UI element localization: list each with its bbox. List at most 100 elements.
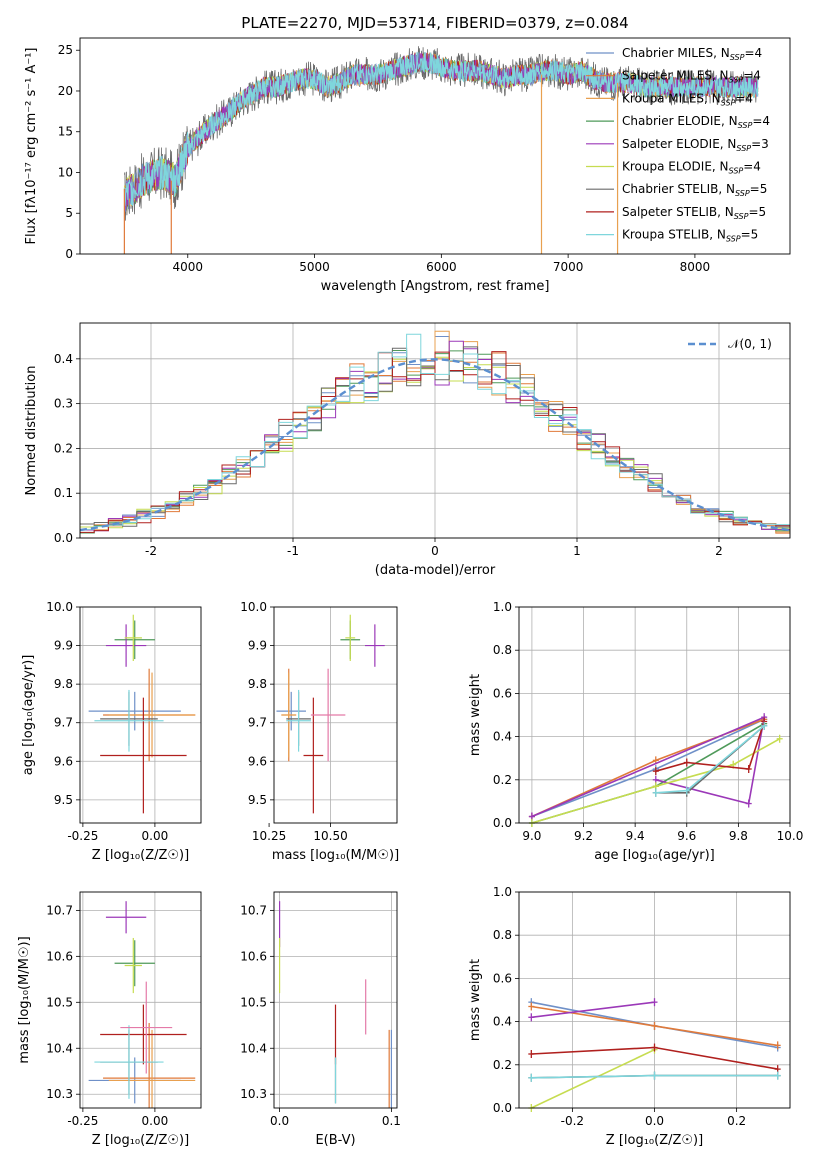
series-line [655,725,765,794]
series-line [530,1048,655,1108]
y-tick-label: 1.0 [493,600,512,614]
x-tick-label: 0.0 [645,1114,664,1128]
y-tick-label: 10.7 [46,903,73,917]
y-tick-label: 0.0 [493,816,512,830]
legend-entry: Salpeter MILES, NSSP=4 [622,69,761,85]
legend-entry: Chabrier MILES, NSSP=4 [622,46,762,62]
legend-subscript: SSP [738,121,753,130]
x-tick-label: 2 [715,544,723,558]
y-tick-label: 0.6 [493,686,512,700]
x-tick-label: 0.00 [142,1114,169,1128]
y-tick-label: 25 [58,43,73,57]
legend-label: Kroupa MILES, N [622,91,721,105]
y-tick-label: 10 [58,165,73,179]
y-tick-label: 0.2 [493,1058,512,1072]
legend-label: Chabrier ELODIE, N [622,114,738,128]
legend-label: Chabrier STELIB, N [622,182,735,196]
x-axis-label: mass [log₁₀(M/M☉)] [272,848,399,863]
series-line [531,1001,655,1019]
y-tick-label: 10.3 [46,1087,73,1101]
mass-vs-ebv-chart: 0.0 0.1 10.3 10.4 10.5 10.6 10.7 E(B-V) [240,891,401,1148]
axes-frame [79,37,791,255]
series-line [655,721,765,772]
legend-subscript: SSP [730,53,745,62]
legend-label: Kroupa ELODIE, N [622,160,729,174]
y-tick-label: 0.0 [493,1101,512,1115]
y-tick-label: 9.9 [54,639,73,653]
x-axis-label: Z [log₁₀(Z/Z☉)] [92,848,189,863]
y-tick-label: 9.5 [54,793,73,807]
y-tick-label: 9.8 [248,677,267,691]
y-tick-label: 10.6 [240,949,267,963]
y-axis-label: age [log₁₀(age/yr)] [21,655,36,776]
y-tick-label: 9.6 [248,754,267,768]
series-line [531,722,765,823]
series-line [531,738,781,823]
y-tick-label: 10.3 [240,1087,267,1101]
y-tick-label: 10.6 [46,949,73,963]
legend-entry: Salpeter ELODIE, NSSP=3 [622,137,769,153]
x-tick-label: 0.1 [382,1114,401,1128]
y-axis-label: mass weight [468,959,483,1041]
legend-subscript: SSP [721,98,736,107]
axes-frame [518,606,791,824]
y-tick-label: 9.6 [54,754,73,768]
y-tick-label: 9.8 [54,677,73,691]
y-tick-label: 10.0 [46,600,73,614]
axes-frame [79,322,791,539]
y-tick-label: 10.0 [240,600,267,614]
x-tick-label: 5000 [299,260,330,274]
axes-frame [79,891,202,1109]
legend-subscript: SSP [735,189,750,198]
y-tick-label: 9.5 [248,793,267,807]
legend-entry: Kroupa MILES, NSSP=4 [622,91,753,107]
legend-value: =4 [743,160,761,174]
x-tick-label: -0.25 [67,829,98,843]
x-tick-label: 7000 [553,260,584,274]
legend-subscript: SSP [734,212,749,221]
legend-value: =5 [748,205,766,219]
residual-histogram-chart: -2 -1 0 1 2 0.0 0.1 0.2 0.3 0.4 (data-model)/error… [24,322,791,578]
legend-entry: Kroupa STELIB, NSSP=5 [622,228,758,244]
axes-frame [273,891,398,1109]
legend-value: =5 [750,182,768,196]
legend-entry: Salpeter STELIB, NSSP=5 [622,205,766,221]
y-tick-label: 0.2 [493,773,512,787]
x-tick-label: -1 [287,544,299,558]
spectrum-line [123,51,759,206]
age-vs-mass-chart: 10.25 10.50 9.5 9.6 9.7 9.8 9.9 10.0 mass [log₁₀… [240,600,399,863]
legend-subscript: SSP [736,144,751,153]
y-tick-label: 0.4 [493,1015,512,1029]
x-axis-label: E(B-V) [315,1133,355,1148]
legend-value: =4 [744,46,762,60]
x-tick-label: 4000 [172,260,203,274]
x-tick-label: -0.25 [67,1114,98,1128]
x-tick-label: 9.8 [729,829,748,843]
y-tick-label: 10.4 [240,1041,267,1055]
y-tick-label: 10.5 [46,995,73,1009]
y-axis-label: Normed distribution [24,366,39,496]
x-tick-label: -2 [145,544,157,558]
figure-title: PLATE=2270, MJD=53714, FIBERID=0379, z=0… [241,14,628,32]
y-tick-label: 10.7 [240,903,267,917]
y-tick-label: 0.4 [493,730,512,744]
legend-label: Salpeter MILES, N [622,69,729,83]
y-tick-label: 1.0 [493,885,512,899]
y-tick-label: 9.7 [248,716,267,730]
y-tick-label: 5 [65,206,73,220]
mass-vs-metallicity-chart: -0.25 0.00 10.3 10.4 10.5 10.6 10.7 Z [log₁₀(Z/… [17,891,202,1148]
y-tick-label: 15 [58,125,73,139]
axes-frame [518,891,791,1109]
x-tick-label: 0.0 [270,1114,289,1128]
y-tick-label: 0.2 [54,441,73,455]
x-axis-label: (data-model)/error [375,563,496,578]
mass-weight-vs-metallicity-chart: -0.2 0.0 0.2 0.0 0.2 0.4 0.6 0.8 1.0 Z [log₁₀(Z/Z… [468,885,791,1148]
x-axis-label: wavelength [Angstrom, rest frame] [321,279,550,294]
y-axis-label: mass weight [468,674,483,756]
y-tick-label: 20 [58,84,73,98]
legend-entry: Chabrier ELODIE, NSSP=4 [622,114,770,130]
y-tick-label: 0.4 [54,352,73,366]
y-tick-label: 0.3 [54,397,73,411]
